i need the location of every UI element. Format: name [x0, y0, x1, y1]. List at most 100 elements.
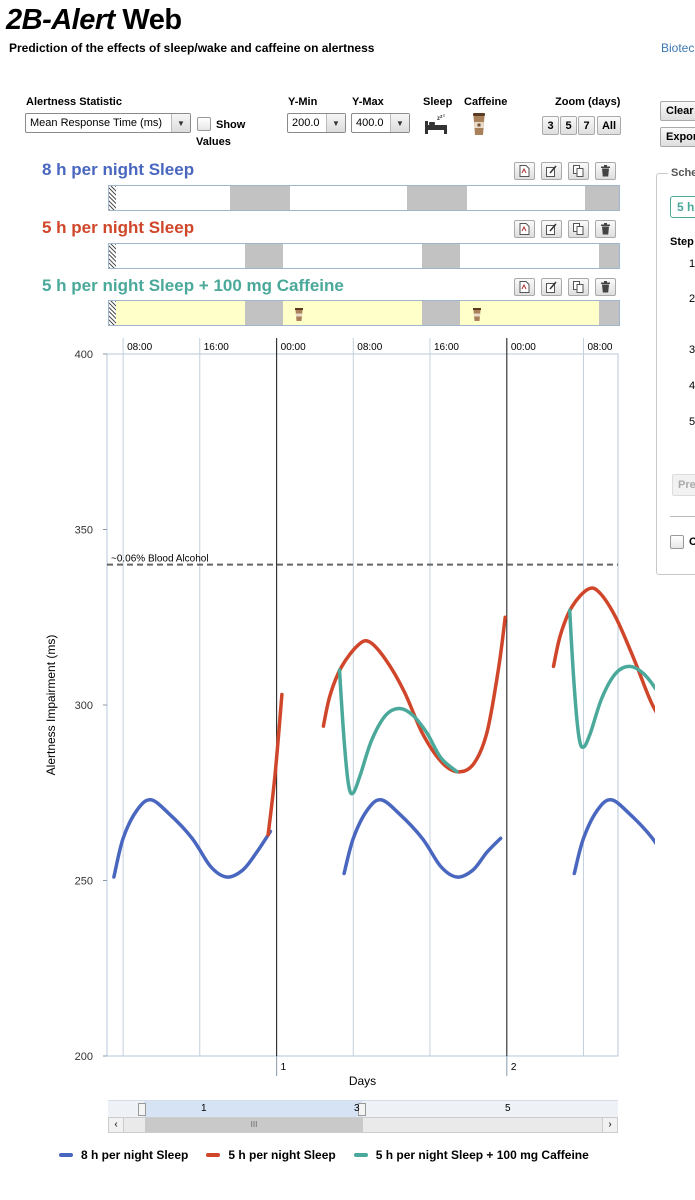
hatch-marker [109, 301, 116, 325]
navigator-handle-right[interactable] [358, 1103, 366, 1116]
series-line-5h-caffeine [337, 668, 459, 796]
edit-icon[interactable] [541, 162, 562, 180]
series-line-5h-caffeine [567, 608, 655, 749]
scroll-left-arrow[interactable]: ‹ [109, 1118, 124, 1132]
clear-button[interactable]: Clear [660, 101, 695, 121]
sleep-block[interactable] [245, 244, 283, 268]
schedule-title-5h-caffeine: 5 h per night Sleep + 100 mg Caffeine [42, 276, 344, 295]
edit-icon[interactable] [541, 278, 562, 296]
time-tick-label: 16:00 [434, 342, 459, 353]
panel-checkbox-label: C [689, 536, 695, 548]
pdf-icon[interactable] [514, 220, 535, 238]
schedule-bar-5h-caffeine[interactable] [108, 300, 620, 326]
alertness-chart: 08:0016:0000:0008:0016:0000:0008:0016:00… [44, 338, 655, 1088]
schedule-select[interactable]: 5 h [670, 196, 695, 218]
edit-icon[interactable] [541, 220, 562, 238]
sleep-block[interactable] [585, 186, 619, 210]
hatch-marker [109, 186, 116, 210]
schedule-tab[interactable]: Sche [668, 167, 695, 179]
copy-icon[interactable] [568, 278, 589, 296]
show-values-label-1: Show [216, 119, 246, 131]
trash-icon[interactable] [595, 278, 616, 296]
zoom-all-button[interactable]: All [597, 116, 621, 135]
sleep-block[interactable] [422, 244, 460, 268]
zoom-7-button[interactable]: 7 [578, 116, 595, 135]
legend-label: 8 h per night Sleep [81, 1148, 189, 1162]
biotech-link[interactable]: Biotec [661, 41, 695, 55]
legend-swatch [353, 1153, 368, 1157]
alertness-statistic-value: Mean Response Time (ms) [30, 117, 163, 129]
step-3[interactable]: 3 [689, 344, 695, 356]
step-1[interactable]: 1 [689, 258, 695, 270]
navigator-selection[interactable] [144, 1101, 362, 1117]
scrollbar-thumb[interactable]: III [145, 1118, 363, 1132]
step-4[interactable]: 4 [689, 380, 695, 392]
series-line-5h [266, 692, 284, 837]
ymin-label: Y-Min [288, 96, 318, 108]
step-2[interactable]: 2 [689, 293, 695, 305]
app-title-rest: Web [114, 4, 182, 36]
legend-item-5h-caffeine[interactable]: 5 h per night Sleep + 100 mg Caffeine [353, 1148, 589, 1162]
time-tick-label: 08:00 [357, 342, 382, 353]
svg-text:z: z [437, 116, 440, 122]
legend-item-5h[interactable]: 5 h per night Sleep [206, 1148, 336, 1162]
panel-divider [670, 516, 695, 517]
svg-text:z: z [443, 113, 445, 118]
horizontal-scrollbar[interactable]: ‹ III › [108, 1117, 618, 1133]
legend-swatch [206, 1153, 221, 1157]
schedule-actions-5h [514, 220, 616, 238]
legend-item-8h[interactable]: 8 h per night Sleep [59, 1148, 188, 1162]
bed-icon[interactable]: z z z [424, 113, 448, 140]
schedule-bar-8h[interactable] [108, 185, 620, 211]
series-line-8h [112, 798, 273, 879]
caffeine-dose-icon[interactable] [472, 308, 482, 321]
y-tick-label: 200 [75, 1051, 93, 1063]
panel-checkbox[interactable] [670, 535, 684, 549]
y-tick-label: 300 [75, 700, 93, 712]
sleep-block[interactable] [230, 186, 290, 210]
schedule-actions-5h-caffeine [514, 278, 616, 296]
copy-icon[interactable] [568, 162, 589, 180]
y-tick-label: 350 [75, 525, 93, 537]
pdf-icon[interactable] [514, 162, 535, 180]
previous-button[interactable]: Pre [672, 474, 695, 496]
coffee-cup-icon[interactable] [471, 112, 487, 141]
zoom-5-button[interactable]: 5 [560, 116, 577, 135]
sleep-block[interactable] [245, 301, 283, 325]
show-values-checkbox[interactable] [197, 117, 211, 131]
ymin-select[interactable]: 200.0 ▼ [287, 113, 346, 133]
copy-icon[interactable] [568, 220, 589, 238]
plot-frame [106, 353, 619, 1057]
chart-labels: 08:0016:0000:0008:0016:0000:0008:0016:00… [44, 342, 613, 1088]
sleep-block[interactable] [599, 301, 619, 325]
timeline-navigator[interactable]: 1 3 5 [108, 1100, 618, 1117]
navigator-label-3: 3 [354, 1103, 360, 1114]
series-line-8h [342, 798, 503, 879]
hatch-marker [109, 244, 116, 268]
alertness-statistic-select[interactable]: Mean Response Time (ms) ▼ [25, 113, 191, 133]
navigator-label-5: 5 [505, 1103, 511, 1114]
ymin-value: 200.0 [292, 117, 320, 129]
schedule-bar-5h[interactable] [108, 243, 620, 269]
ymax-label: Y-Max [352, 96, 384, 108]
pdf-icon[interactable] [514, 278, 535, 296]
export-button[interactable]: Expor [660, 127, 695, 147]
sleep-block[interactable] [407, 186, 467, 210]
legend-label: 5 h per night Sleep + 100 mg Caffeine [375, 1148, 589, 1162]
scroll-right-arrow[interactable]: › [602, 1118, 617, 1132]
app-title-italic: 2B-Alert [6, 4, 115, 36]
ymax-select[interactable]: 400.0 ▼ [351, 113, 410, 133]
sleep-block[interactable] [422, 301, 460, 325]
chart-grid [103, 338, 619, 1076]
step-5[interactable]: 5 [689, 416, 695, 428]
trash-icon[interactable] [595, 162, 616, 180]
navigator-handle-left[interactable] [138, 1103, 146, 1116]
caffeine-dose-icon[interactable] [294, 308, 304, 321]
zoom-3-button[interactable]: 3 [542, 116, 559, 135]
sleep-label: Sleep [423, 96, 453, 108]
legend-label: 5 h per night Sleep [228, 1148, 336, 1162]
series-line-5h [321, 615, 507, 774]
sleep-block[interactable] [599, 244, 619, 268]
time-tick-label: 00:00 [281, 342, 306, 353]
trash-icon[interactable] [595, 220, 616, 238]
